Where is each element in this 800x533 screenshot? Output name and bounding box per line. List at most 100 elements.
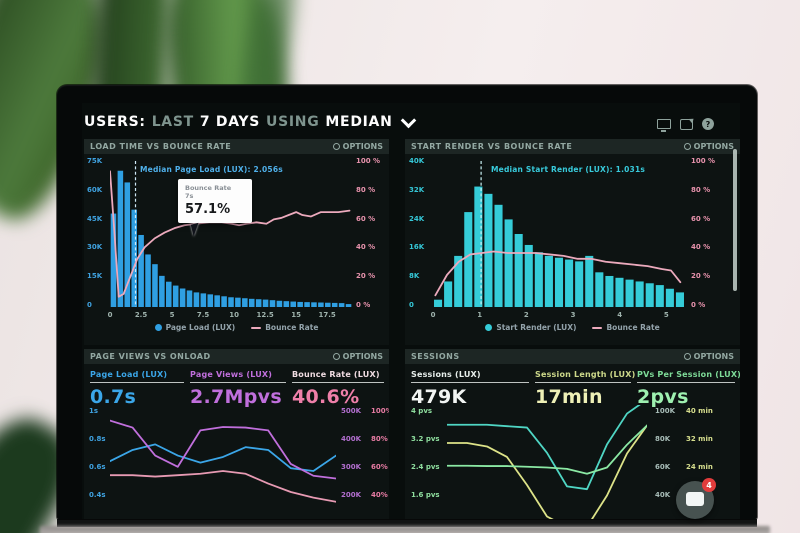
panel-title: LOAD TIME VS BOUNCE RATE bbox=[90, 142, 232, 151]
metric-bounce-rate: Bounce Rate (LUX) 40.6% bbox=[292, 370, 384, 408]
panel-title: PAGE VIEWS VS ONLOAD bbox=[90, 352, 211, 361]
page-views-chart bbox=[110, 405, 336, 519]
metric-underline bbox=[90, 382, 184, 383]
histogram-bar bbox=[214, 295, 220, 307]
axis-tick: 30K bbox=[87, 243, 103, 252]
legend-dot-icon bbox=[154, 324, 162, 331]
histogram-bar bbox=[318, 302, 324, 307]
metric-underline bbox=[411, 382, 529, 383]
histogram-bar bbox=[262, 299, 269, 307]
histogram-bar bbox=[625, 279, 634, 307]
timeframe-selector[interactable]: USERS: LAST 7 DAYS USING MEDIAN bbox=[84, 112, 420, 130]
histogram-bar bbox=[338, 303, 345, 307]
axis-tick: 60% bbox=[371, 463, 388, 471]
panel-load-time-vs-bounce-rate: LOAD TIME VS BOUNCE RATE OPTIONS 75K 60K 4… bbox=[84, 139, 389, 345]
legend-label: Bounce Rate bbox=[606, 323, 660, 332]
legend-dot-icon bbox=[485, 324, 493, 331]
chevron-down-icon[interactable] bbox=[400, 112, 416, 128]
histogram-bar bbox=[165, 281, 172, 307]
help-icon[interactable]: ? bbox=[702, 118, 714, 130]
histogram-bar bbox=[665, 288, 674, 307]
histogram-bar bbox=[297, 301, 303, 307]
axis-tick: 0 bbox=[409, 300, 414, 309]
histogram-bar bbox=[645, 283, 654, 307]
panel-header: SESSIONS OPTIONS bbox=[405, 349, 740, 364]
x-axis-tick: 17.5 bbox=[318, 311, 336, 319]
histogram-bar bbox=[290, 301, 297, 307]
options-button[interactable]: OPTIONS bbox=[332, 352, 383, 361]
histogram-bar bbox=[464, 212, 473, 307]
axis-tick: 60K bbox=[655, 463, 671, 471]
axis-tick: 40 % bbox=[356, 243, 376, 252]
monitor-icon[interactable] bbox=[657, 119, 671, 132]
x-axis-tick: 2 bbox=[523, 311, 529, 319]
start-render-chart bbox=[433, 161, 684, 307]
histogram-bar bbox=[255, 299, 262, 307]
chat-icon bbox=[686, 492, 704, 506]
histogram-bar bbox=[235, 297, 241, 307]
x-axis-tick: 0 bbox=[430, 311, 436, 319]
histogram-bar bbox=[152, 264, 158, 307]
histogram-bar bbox=[474, 186, 483, 307]
histogram-bar bbox=[504, 219, 513, 307]
panel-page-views-vs-onload: PAGE VIEWS VS ONLOAD OPTIONS Page Load (… bbox=[84, 349, 389, 519]
histogram-bar bbox=[311, 302, 317, 307]
axis-tick: 40K bbox=[655, 491, 671, 499]
gear-icon bbox=[332, 143, 340, 150]
axis-tick: 100K bbox=[655, 407, 676, 415]
histogram-bar bbox=[200, 293, 207, 307]
histogram-bar bbox=[615, 277, 624, 307]
axis-tick: 40 min bbox=[686, 407, 713, 415]
y-axis-right: 100 % 80 % 60 % 40 % 20 % 0 % bbox=[356, 157, 386, 309]
histogram-bar bbox=[565, 259, 574, 307]
title-metric: MEDIAN bbox=[325, 114, 393, 130]
axis-tick: 15K bbox=[87, 272, 103, 281]
histogram-bar bbox=[269, 300, 276, 307]
axis-tick: 2.4 pvs bbox=[411, 463, 440, 471]
metric-page-views: Page Views (LUX) 2.7Mpvs bbox=[190, 370, 286, 408]
toolbar-icons: ? bbox=[657, 118, 714, 132]
axis-tick: 1s bbox=[89, 407, 99, 415]
histogram-bar bbox=[221, 296, 227, 307]
histogram-bar bbox=[635, 281, 644, 307]
histogram-bar bbox=[179, 288, 186, 307]
title-range: 7 DAYS bbox=[199, 114, 261, 130]
metric-underline bbox=[292, 382, 384, 383]
axis-tick: 0.4s bbox=[89, 491, 106, 499]
histogram-bar bbox=[554, 257, 564, 307]
metric-sessions: Sessions (LUX) 479K bbox=[411, 370, 529, 408]
histogram-bar bbox=[276, 300, 283, 307]
options-button[interactable]: OPTIONS bbox=[683, 352, 734, 361]
histogram-bar bbox=[304, 302, 310, 307]
panel-title: START RENDER VS BOUNCE RATE bbox=[411, 142, 573, 151]
axis-tick: 20 % bbox=[691, 272, 711, 281]
chat-bubble-button[interactable]: 4 bbox=[676, 478, 716, 519]
median-annotation: Median Page Load (LUX): 2.056s bbox=[140, 165, 283, 174]
axis-tick: 100 % bbox=[356, 157, 381, 165]
axis-tick: 60 % bbox=[356, 214, 376, 223]
chart-legend: Start Render (LUX) Bounce Rate bbox=[405, 323, 740, 332]
histogram-bar bbox=[193, 292, 200, 307]
metric-underline bbox=[637, 382, 735, 383]
gear-icon bbox=[683, 143, 691, 150]
axis-tick: 75K bbox=[87, 157, 103, 165]
legend-label: Start Render (LUX) bbox=[496, 323, 577, 332]
x-axis-tick: 4 bbox=[617, 311, 623, 319]
histogram-bar bbox=[534, 252, 543, 307]
options-button[interactable]: OPTIONS bbox=[332, 142, 383, 151]
x-axis-tick: 0 bbox=[107, 311, 113, 319]
histogram-bar bbox=[345, 304, 352, 307]
axis-tick: 24 min bbox=[686, 463, 713, 471]
export-icon[interactable] bbox=[680, 118, 693, 130]
histogram-bar bbox=[283, 301, 290, 307]
metric-underline bbox=[190, 382, 286, 383]
scrollbar[interactable] bbox=[733, 149, 737, 291]
options-button[interactable]: OPTIONS bbox=[683, 142, 734, 151]
axis-tick: 1.6 pvs bbox=[411, 491, 440, 499]
x-axis-tick: 10 bbox=[229, 311, 239, 319]
legend-line-icon bbox=[592, 326, 603, 329]
axis-tick: 0.6s bbox=[89, 463, 106, 471]
axis-tick: 40 % bbox=[691, 243, 711, 252]
axis-tick: 0 % bbox=[356, 300, 371, 309]
series-line bbox=[110, 421, 336, 479]
